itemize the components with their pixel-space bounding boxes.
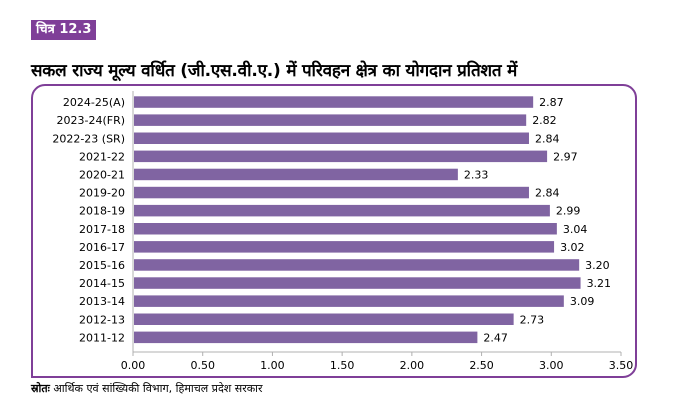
category-label: 2020-21 (79, 168, 125, 181)
data-label: 2.84 (535, 132, 560, 145)
x-tick-label: 1.00 (260, 359, 285, 372)
x-tick-label: 3.50 (609, 359, 634, 372)
data-label: 2.97 (553, 150, 578, 163)
chart-title: सकल राज्य मूल्य वर्धित (जी.एस.वी.ए.) में… (31, 61, 518, 81)
data-label: 2.82 (532, 114, 557, 127)
source-text: आर्थिक एवं सांख्यिकी विभाग, हिमाचल प्रदे… (53, 382, 263, 395)
category-label: 2015-16 (79, 259, 125, 272)
data-label: 3.20 (585, 259, 610, 272)
data-label: 3.02 (560, 241, 585, 254)
bar (134, 331, 478, 344)
category-label: 2011-12 (79, 331, 125, 344)
bar (134, 186, 529, 199)
x-tick-label: 0.00 (121, 359, 146, 372)
data-label: 2.87 (539, 96, 564, 109)
bar (134, 132, 529, 144)
bar (134, 277, 581, 289)
data-label: 2.33 (464, 168, 489, 181)
category-label: 2014-15 (79, 277, 125, 290)
bar (134, 259, 580, 271)
category-label: 2024-25(A) (63, 96, 125, 109)
bar (134, 96, 534, 108)
data-label: 3.21 (587, 277, 612, 290)
x-tick-label: 2.00 (400, 359, 425, 372)
figure-number-badge: चित्र 12.3 (31, 20, 97, 40)
bar (134, 223, 557, 235)
bar (134, 295, 564, 307)
data-label: 2.84 (535, 187, 560, 200)
bar (134, 168, 458, 181)
bar (134, 313, 514, 325)
x-tick-label: 0.50 (190, 359, 215, 372)
data-label: 2.47 (483, 331, 508, 344)
category-label: 2018-19 (79, 205, 125, 218)
category-label: 2022-23 (SR) (52, 132, 125, 145)
bar (134, 241, 555, 253)
category-label: 2019-20 (79, 187, 125, 200)
category-label: 2013-14 (79, 295, 125, 308)
x-tick-label: 2.50 (469, 359, 494, 372)
bar (134, 114, 527, 126)
x-tick-label: 3.00 (539, 359, 564, 372)
data-label: 3.04 (563, 223, 588, 236)
category-label: 2017-18 (79, 223, 125, 236)
category-label: 2016-17 (79, 241, 125, 254)
x-tick-label: 1.50 (330, 359, 355, 372)
category-label: 2012-13 (79, 313, 125, 326)
source-label: स्रोतः (31, 382, 50, 395)
category-label: 2021-22 (79, 150, 125, 163)
data-label: 2.73 (520, 313, 545, 326)
bar (134, 204, 550, 217)
bar (134, 150, 548, 163)
category-label: 2023-24(FR) (56, 114, 125, 127)
source-note: स्रोतः आर्थिक एवं सांख्यिकी विभाग, हिमाच… (31, 381, 263, 396)
data-label: 2.99 (556, 205, 581, 218)
data-label: 3.09 (570, 295, 595, 308)
